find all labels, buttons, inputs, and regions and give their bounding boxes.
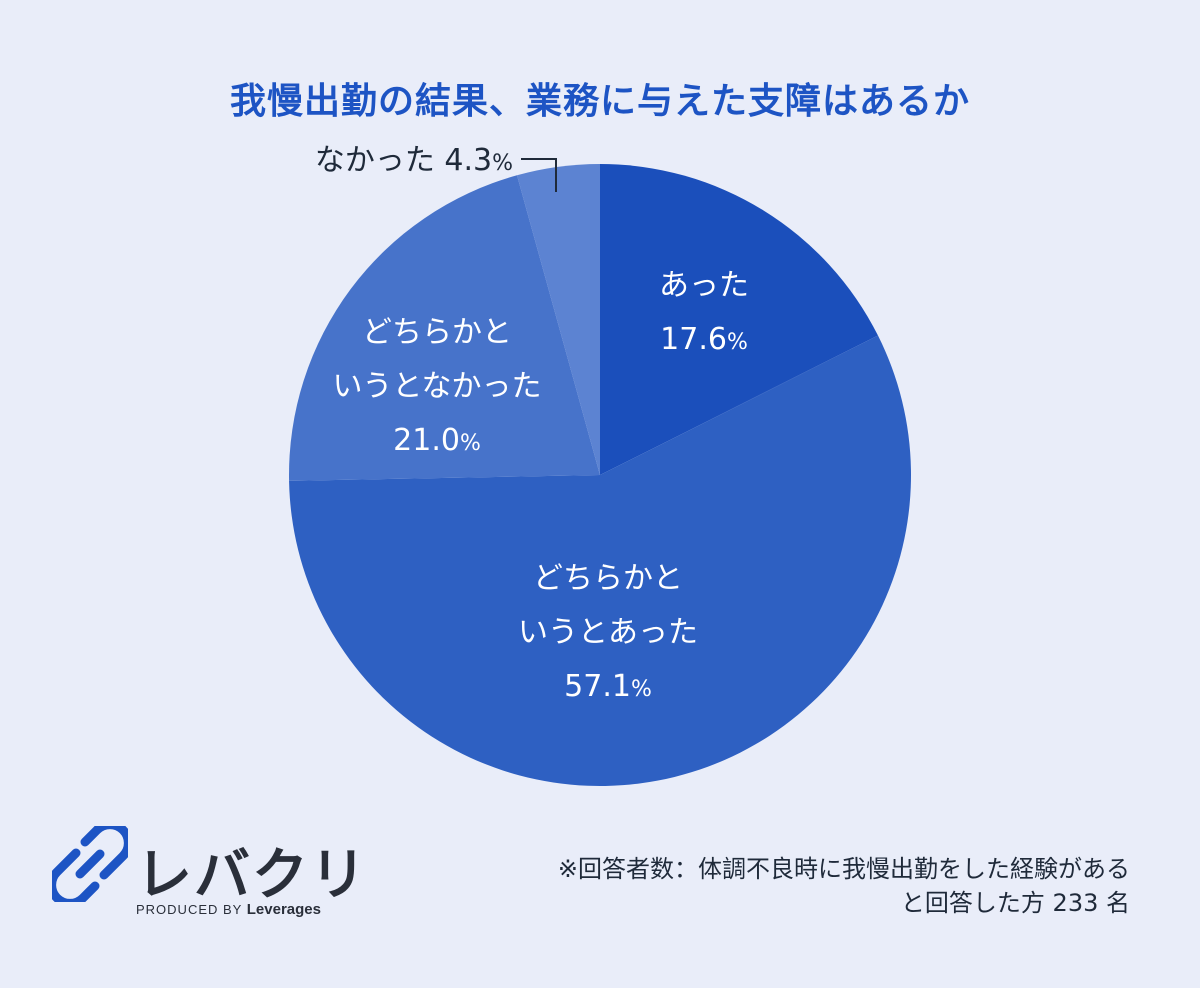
note-line-1: ※回答者数：体調不良時に我慢出勤をした経験がある (557, 855, 1130, 883)
slice-label-2-line-1: どちらかと (533, 561, 683, 596)
slice-label-1-line-1: あった (659, 268, 749, 303)
slice-label-3-line-2: いうとなかった (332, 369, 541, 404)
chart-title: 我慢出勤の結果、業務に与えた支障はあるか (229, 81, 970, 122)
note-line-2: と回答した方 233 名 (900, 889, 1130, 917)
slice-leader-line-4 (521, 158, 557, 192)
slice-label-4: なかった 4.3% (315, 143, 513, 178)
logo-produced-by: PRODUCED BY Leverages (136, 901, 321, 918)
produced-by-text: PRODUCED BY (136, 902, 243, 917)
brand-name: Leverages (246, 901, 321, 918)
link-chain-icon (52, 826, 128, 902)
logo-wordmark: レバクリ (136, 843, 368, 908)
respondent-note: ※回答者数：体調不良時に我慢出勤をした経験がある と回答した方 233 名 (558, 852, 1130, 920)
logo: レバクリ PRODUCED BY Leverages (52, 826, 366, 926)
pie-slice-2 (289, 335, 911, 787)
slice-label-2-line-2: いうとあった (518, 615, 698, 650)
pie-slice-4 (516, 164, 600, 475)
pie-slice-1 (600, 164, 878, 475)
pie-slice-3 (288, 175, 600, 481)
slice-label-3-line-1: どちらかと (362, 315, 512, 350)
